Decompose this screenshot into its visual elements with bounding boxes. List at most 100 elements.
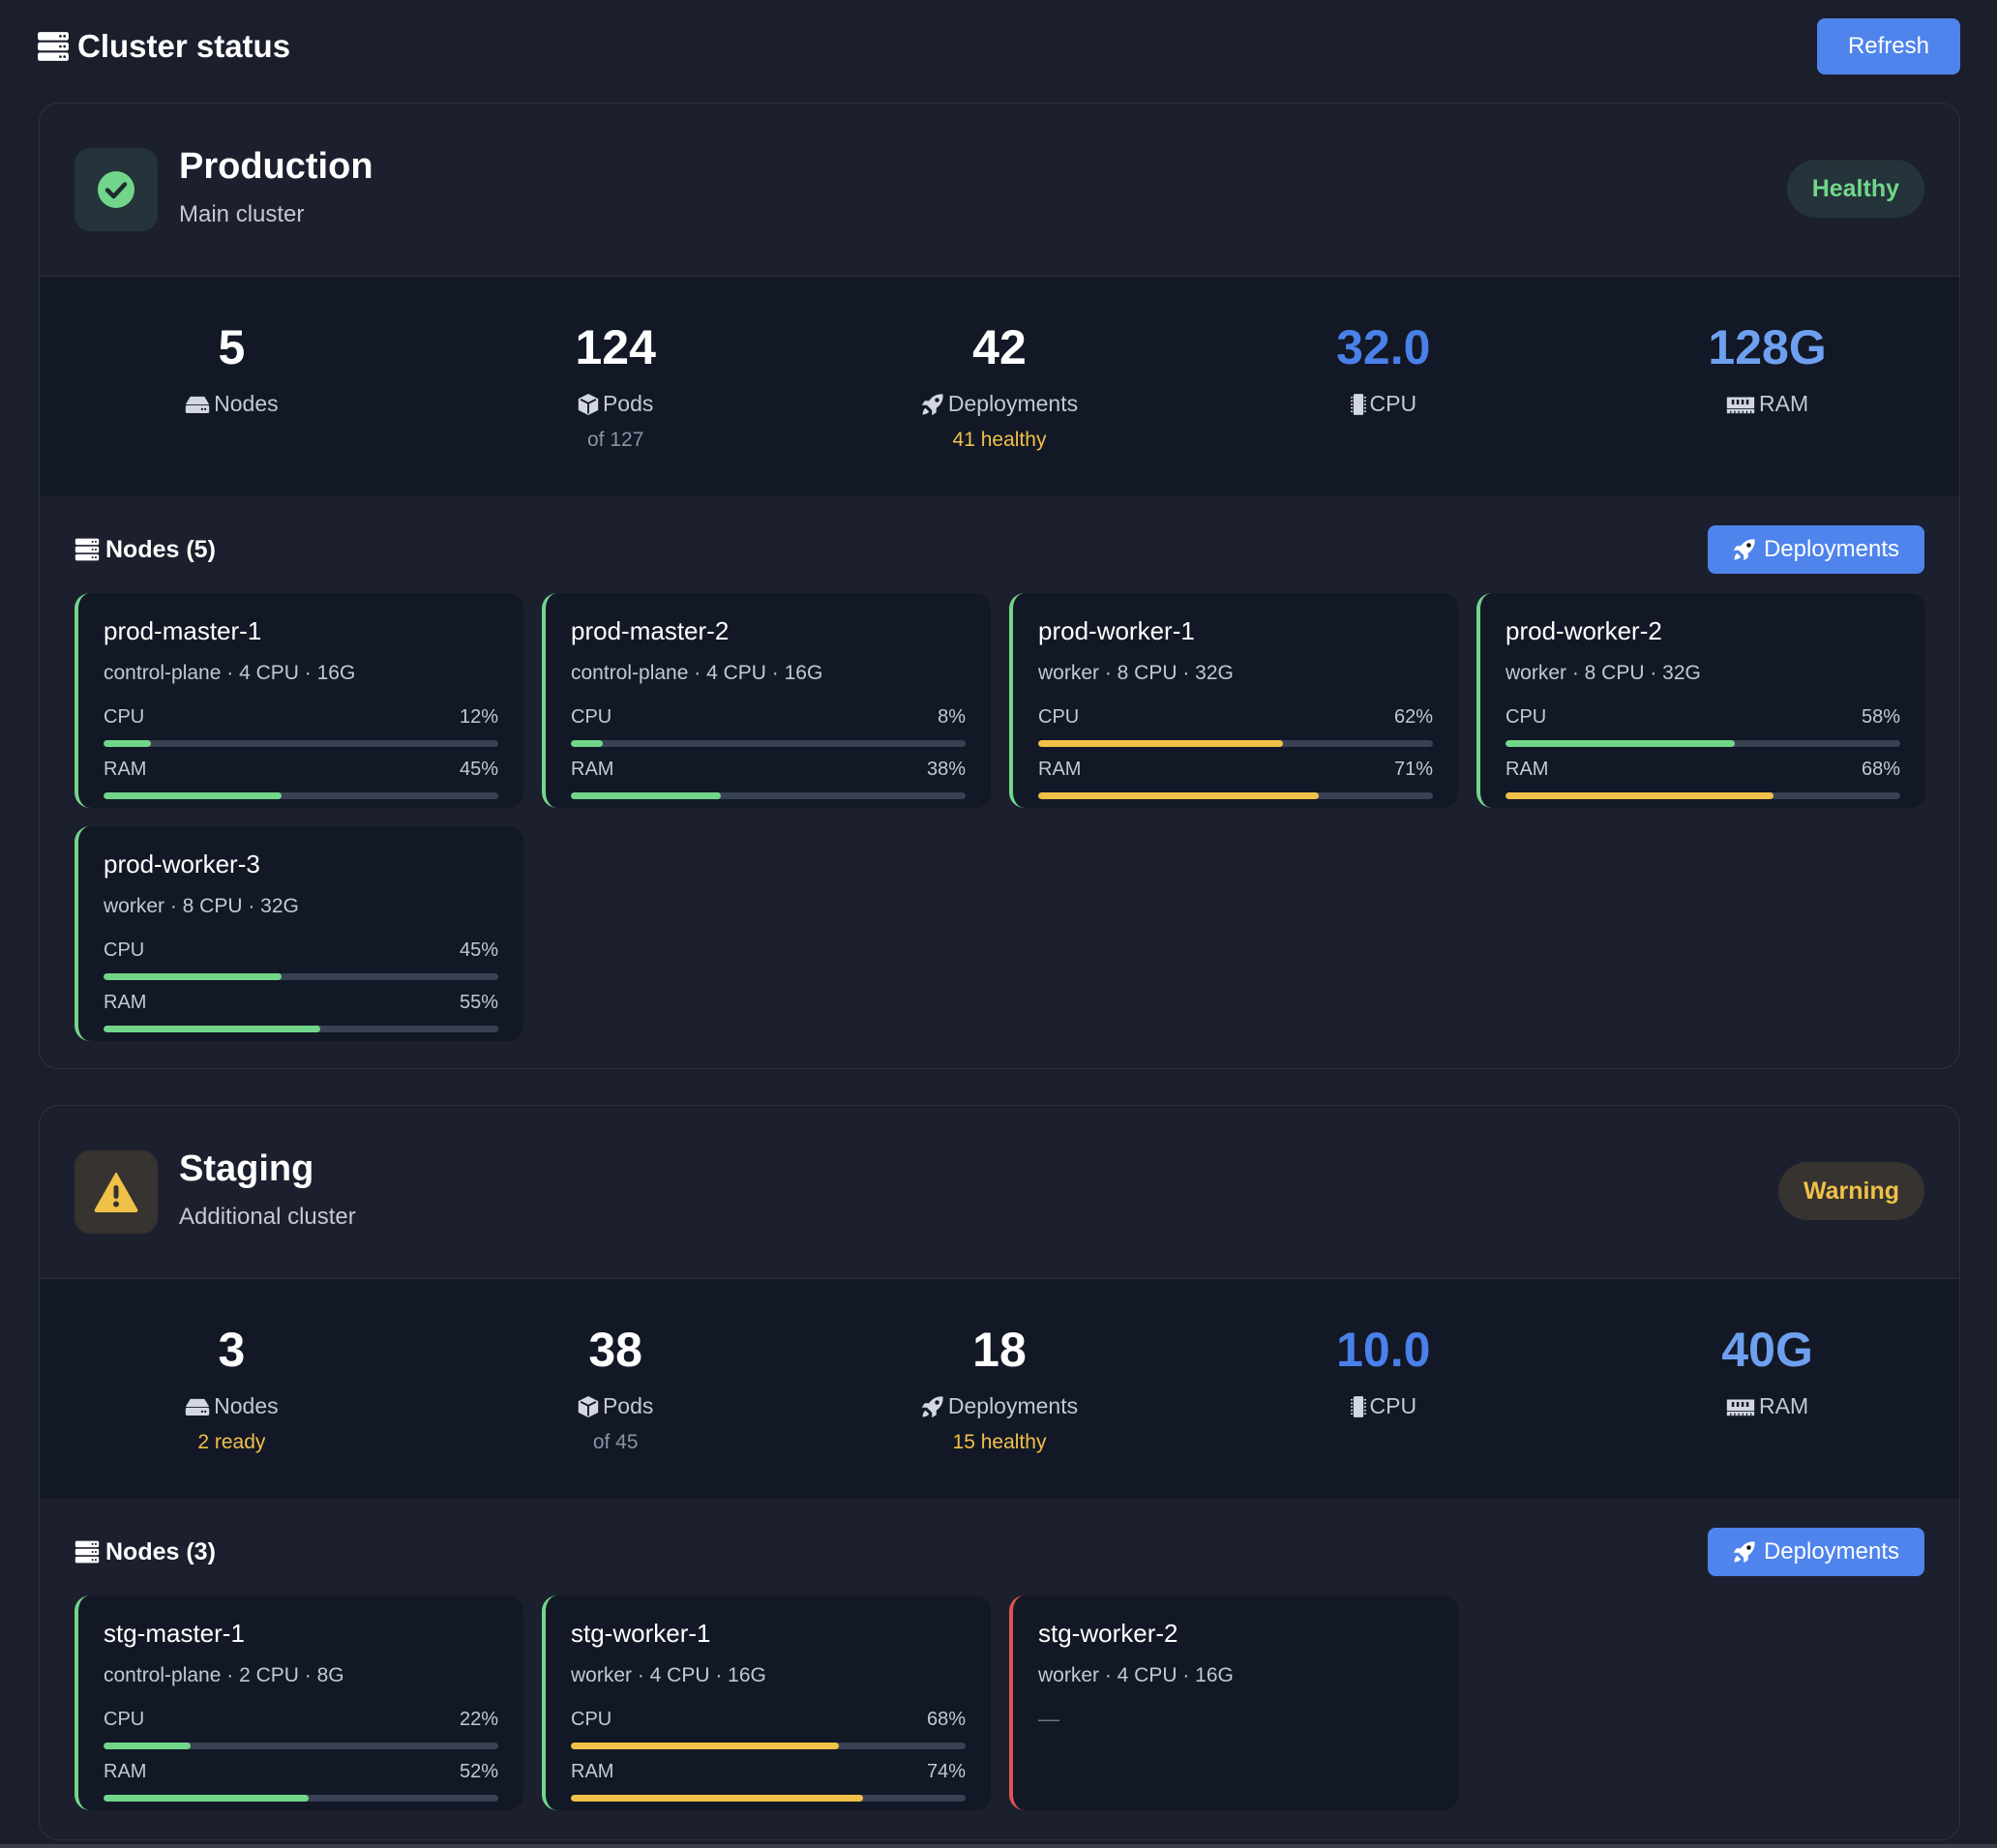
metric-value: 22% [459, 1709, 498, 1730]
deployments-button[interactable]: Deployments [1708, 1528, 1924, 1576]
metric-value: 58% [1861, 706, 1900, 728]
stat-label: Nodes [214, 1393, 279, 1418]
ram-progress-bar [104, 792, 498, 799]
node-meta: worker · 8 CPU · 32G [104, 895, 299, 917]
metric-label: CPU [1505, 706, 1547, 728]
node-meta: control-plane · 4 CPU · 16G [104, 662, 356, 684]
cluster-name: Production [179, 145, 373, 187]
deployments-button-label: Deployments [1763, 536, 1900, 562]
stat-label: RAM [1759, 391, 1809, 416]
node-name: prod-worker-3 [104, 849, 260, 879]
refresh-button[interactable]: Refresh [1817, 18, 1960, 75]
node-name: stg-worker-1 [571, 1619, 711, 1648]
page-title-text: Cluster status [77, 28, 291, 64]
node-card[interactable]: stg-master-1 control-plane · 2 CPU · 8G … [75, 1595, 523, 1810]
node-card[interactable]: prod-worker-2 worker · 8 CPU · 32G CPU 58… [1476, 593, 1925, 808]
stat-value: 38 [588, 1323, 642, 1377]
metric-value: 38% [926, 759, 966, 780]
stat-label: RAM [1759, 1393, 1809, 1418]
stat-cpu: 10.0 CPU [1191, 1279, 1575, 1499]
memory-icon [1726, 1397, 1755, 1416]
cluster-header: Production Main cluster Healthy [40, 104, 1959, 277]
cpu-progress-bar [104, 973, 498, 980]
cpu-metric: CPU 22% [104, 1709, 498, 1749]
server-icon [37, 30, 70, 63]
stat-ram: 40G RAM [1575, 1279, 1959, 1499]
node-card[interactable]: prod-worker-3 worker · 8 CPU · 32G CPU 45… [75, 826, 523, 1041]
ram-progress-bar [571, 792, 966, 799]
stat-ram: 128G RAM [1575, 277, 1959, 496]
metric-label: CPU [571, 1709, 612, 1730]
cpu-progress-bar [1505, 740, 1900, 747]
cluster-name: Staging [179, 1148, 314, 1189]
stat-label: CPU [1369, 1393, 1417, 1418]
node-card[interactable]: prod-worker-1 worker · 8 CPU · 32G CPU 62… [1009, 593, 1458, 808]
ram-progress-bar [1505, 792, 1900, 799]
stat-label: Pods [602, 391, 654, 416]
ram-metric: RAM 52% [104, 1761, 498, 1802]
node-name: prod-worker-1 [1038, 616, 1195, 645]
node-meta: worker · 4 CPU · 16G [571, 1664, 766, 1686]
deployments-button[interactable]: Deployments [1708, 525, 1924, 574]
metric-label: RAM [1505, 759, 1549, 780]
metric-label: RAM [571, 759, 614, 780]
metric-label: CPU [571, 706, 612, 728]
stat-pods: 38 Pods of 45 [424, 1279, 808, 1499]
node-grid: prod-master-1 control-plane · 4 CPU · 16… [75, 593, 1925, 1041]
stat-value: 5 [218, 320, 246, 374]
chip-icon [1351, 393, 1366, 416]
node-meta: worker · 4 CPU · 16G [1038, 1664, 1234, 1686]
node-card-offline[interactable]: stg-worker-2 worker · 4 CPU · 16G — [1009, 1595, 1458, 1810]
node-grid: stg-master-1 control-plane · 2 CPU · 8G … [75, 1595, 1924, 1810]
stat-value: 128G [1708, 320, 1827, 374]
ram-metric: RAM 38% [571, 759, 966, 799]
node-name: prod-master-1 [104, 616, 262, 645]
node-name: stg-worker-2 [1038, 1619, 1178, 1648]
cpu-metric: CPU 8% [571, 706, 966, 747]
cluster-stats: 5 Nodes 124 Pods of 127 42 Deployments 4… [40, 277, 1959, 496]
page-title: Cluster status [37, 28, 290, 65]
metric-label: RAM [571, 1761, 614, 1782]
ram-metric: RAM 55% [104, 992, 498, 1032]
metric-label: CPU [1038, 706, 1080, 728]
stat-value: 124 [575, 320, 656, 374]
node-name: prod-master-2 [571, 616, 730, 645]
rocket-icon [1733, 538, 1756, 561]
stat-sub: 41 healthy [952, 429, 1047, 451]
cluster-header: Staging Additional cluster Warning [40, 1106, 1959, 1279]
metric-label: RAM [104, 992, 147, 1013]
cpu-metric: CPU 68% [571, 1709, 966, 1749]
metric-label: CPU [104, 1709, 145, 1730]
stat-deployments: 18 Deployments 15 healthy [808, 1279, 1192, 1499]
metric-label: RAM [104, 1761, 147, 1782]
nodes-title-text: Nodes (3) [105, 1537, 216, 1565]
ram-metric: RAM 68% [1505, 759, 1900, 799]
metric-value: 62% [1393, 706, 1433, 728]
deployments-button-label: Deployments [1763, 1538, 1900, 1565]
metric-value: 45% [459, 939, 498, 961]
stat-sub: of 127 [587, 429, 644, 451]
cluster-card-staging: Staging Additional cluster Warning 3 Nod… [39, 1105, 1960, 1840]
stat-value: 10.0 [1336, 1323, 1431, 1377]
rocket-icon [921, 1395, 944, 1418]
stat-label: Pods [602, 1393, 654, 1418]
node-meta: worker · 8 CPU · 32G [1505, 662, 1701, 684]
cpu-progress-bar [571, 740, 966, 747]
ram-metric: RAM 74% [571, 1761, 966, 1802]
node-card[interactable]: prod-master-2 control-plane · 4 CPU · 16… [542, 593, 991, 808]
nodes-title: Nodes (5) [75, 536, 216, 564]
server-icon [75, 1539, 100, 1565]
cpu-progress-bar [104, 1743, 498, 1749]
server-icon [75, 537, 100, 562]
stat-deployments: 42 Deployments 41 healthy [808, 277, 1192, 496]
metric-value: 45% [459, 759, 498, 780]
drive-icon [185, 395, 210, 414]
node-card[interactable]: prod-master-1 control-plane · 4 CPU · 16… [75, 593, 523, 808]
nodes-section: Nodes (5) Deployments prod-master-1 cont… [40, 496, 1959, 1068]
cpu-progress-bar [571, 1743, 966, 1749]
rocket-icon [921, 393, 944, 416]
node-card[interactable]: stg-worker-1 worker · 4 CPU · 16G CPU 68%… [542, 1595, 991, 1810]
metric-value: 12% [459, 706, 498, 728]
metric-value: 71% [1393, 759, 1433, 780]
metric-value: 8% [938, 706, 966, 728]
